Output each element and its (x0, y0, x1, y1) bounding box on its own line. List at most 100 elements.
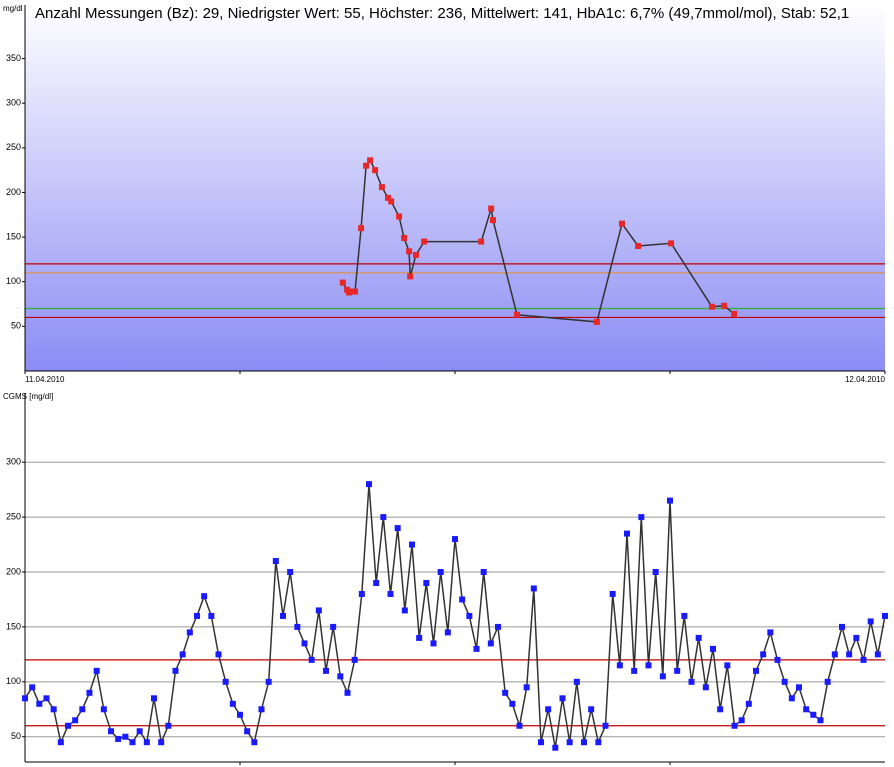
data-point (860, 656, 867, 663)
data-point (502, 689, 509, 696)
data-point (674, 667, 681, 674)
data-point (100, 706, 107, 713)
data-point (401, 607, 408, 614)
data-point (738, 717, 745, 724)
data-point (215, 651, 222, 658)
data-point (437, 569, 444, 576)
data-point (394, 525, 401, 532)
data-point (487, 640, 494, 647)
data-point (788, 695, 795, 702)
data-point (452, 536, 458, 543)
data-point (301, 640, 308, 647)
data-point (407, 273, 414, 280)
data-point (337, 673, 344, 680)
data-point (817, 717, 824, 724)
y-tick-label: 250 (6, 142, 21, 152)
data-point (645, 662, 652, 669)
data-point (595, 739, 602, 746)
data-point (412, 251, 419, 258)
data-point (416, 634, 423, 641)
data-point (721, 302, 728, 309)
data-point (538, 739, 544, 746)
data-point (803, 706, 810, 713)
data-point (308, 656, 315, 663)
data-point (388, 198, 395, 205)
data-point (702, 684, 709, 691)
data-point (473, 645, 480, 652)
data-point (222, 678, 229, 685)
data-point (22, 695, 28, 702)
data-point (638, 514, 645, 521)
data-point (874, 651, 881, 658)
data-point (659, 673, 666, 680)
data-point (616, 662, 623, 669)
data-point (143, 739, 150, 746)
data-point (509, 700, 516, 707)
data-point (459, 596, 466, 603)
data-point (796, 684, 802, 691)
data-point (466, 612, 473, 619)
data-point (406, 248, 413, 255)
data-point (65, 722, 71, 729)
data-point (710, 645, 716, 652)
y-tick-label: 250 (6, 511, 21, 521)
data-point (488, 205, 495, 212)
data-point (635, 243, 642, 250)
data-point (36, 700, 43, 707)
data-point (396, 213, 403, 220)
data-point (57, 739, 64, 746)
y-tick-label: 350 (6, 53, 21, 63)
data-point (151, 695, 157, 702)
data-point (552, 744, 559, 751)
data-point (373, 579, 380, 586)
data-point (108, 728, 114, 735)
data-point (136, 728, 143, 735)
data-point (767, 629, 774, 636)
data-point (72, 717, 79, 724)
data-point (444, 629, 451, 636)
data-point (523, 684, 530, 691)
data-point (717, 706, 724, 713)
data-point (294, 623, 301, 630)
data-point (229, 700, 236, 707)
data-point (352, 288, 359, 295)
data-point (652, 569, 659, 576)
data-point (272, 558, 279, 565)
data-point (495, 623, 501, 630)
data-point (330, 623, 337, 630)
data-point (348, 288, 355, 295)
data-point (867, 618, 874, 625)
y-axis-label: CGMS [mg/dl] (3, 392, 53, 401)
data-point (358, 590, 365, 597)
data-point (372, 167, 379, 174)
y-axis-label: mg/dl (3, 4, 23, 13)
y-tick-label: 200 (6, 187, 21, 197)
data-point (129, 739, 136, 746)
data-point (831, 651, 838, 658)
y-tick-label: 100 (6, 276, 21, 286)
data-point (731, 310, 738, 317)
data-point (480, 569, 487, 576)
x-tick-label: 12.04.2010 (845, 375, 886, 384)
data-point (839, 623, 845, 630)
data-point (251, 739, 258, 746)
data-point (409, 541, 415, 548)
data-point (323, 667, 329, 674)
data-point (115, 735, 122, 742)
data-point (179, 651, 186, 658)
data-point (363, 162, 370, 169)
data-point (760, 651, 767, 658)
data-point (631, 667, 638, 674)
data-point (545, 706, 552, 713)
data-point (810, 711, 817, 718)
data-point (237, 711, 243, 718)
data-point (244, 728, 251, 735)
data-point (724, 662, 731, 669)
data-point (774, 656, 781, 663)
data-point (513, 311, 520, 318)
data-point (158, 739, 165, 746)
data-point (618, 220, 625, 227)
data-point (258, 706, 265, 713)
data-point (624, 530, 630, 537)
data-point (280, 612, 286, 619)
